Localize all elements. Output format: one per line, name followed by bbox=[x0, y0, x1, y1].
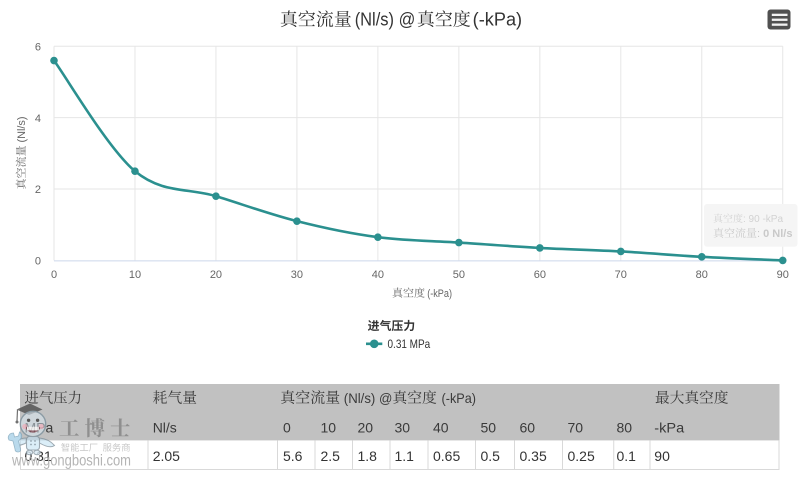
svg-text:0.1: 0.1 bbox=[617, 448, 637, 464]
svg-text:1.8: 1.8 bbox=[358, 448, 378, 464]
svg-text:(-kPa): (-kPa) bbox=[473, 10, 522, 30]
svg-text:: 90 -kPa: : 90 -kPa bbox=[743, 214, 783, 225]
svg-text:40: 40 bbox=[433, 419, 449, 435]
svg-text:90: 90 bbox=[777, 269, 789, 281]
svg-text:70: 70 bbox=[615, 269, 627, 281]
svg-text:www.gongboshi.com: www.gongboshi.com bbox=[11, 452, 131, 469]
svg-text:0.25: 0.25 bbox=[568, 448, 595, 464]
svg-text:-kPa: -kPa bbox=[654, 419, 684, 435]
svg-text:50: 50 bbox=[481, 419, 497, 435]
svg-text:80: 80 bbox=[696, 269, 708, 281]
svg-text:6: 6 bbox=[35, 41, 41, 53]
svg-text:30: 30 bbox=[291, 269, 303, 281]
svg-text:(Nl/s): (Nl/s) bbox=[16, 117, 28, 143]
svg-text:20: 20 bbox=[358, 419, 374, 435]
svg-text:5.6: 5.6 bbox=[283, 448, 303, 464]
svg-text:0.35: 0.35 bbox=[520, 448, 547, 464]
svg-text:60: 60 bbox=[534, 269, 546, 281]
svg-text:10: 10 bbox=[129, 269, 141, 281]
svg-text:20: 20 bbox=[210, 269, 222, 281]
svg-text:40: 40 bbox=[372, 269, 384, 281]
svg-text:(-kPa): (-kPa) bbox=[442, 390, 477, 406]
svg-text:0.5: 0.5 bbox=[481, 448, 501, 464]
svg-text:: 0 Nl/s: : 0 Nl/s bbox=[757, 228, 792, 240]
svg-text:1.1: 1.1 bbox=[395, 448, 415, 464]
svg-text:60: 60 bbox=[520, 419, 536, 435]
svg-text:30: 30 bbox=[395, 419, 411, 435]
svg-text:(Nl/s) @: (Nl/s) @ bbox=[355, 10, 416, 30]
svg-text:80: 80 bbox=[617, 419, 633, 435]
svg-text:0.65: 0.65 bbox=[433, 448, 460, 464]
svg-text:50: 50 bbox=[453, 269, 465, 281]
svg-text:0: 0 bbox=[283, 419, 291, 435]
svg-text:90: 90 bbox=[654, 448, 670, 464]
svg-text:2.5: 2.5 bbox=[321, 448, 341, 464]
svg-text:(Nl/s) @: (Nl/s) @ bbox=[344, 390, 393, 406]
svg-text:4: 4 bbox=[35, 113, 41, 125]
svg-text:0: 0 bbox=[51, 269, 57, 281]
svg-text:(-kPa): (-kPa) bbox=[427, 288, 452, 300]
svg-text:70: 70 bbox=[568, 419, 584, 435]
svg-text:Nl/s: Nl/s bbox=[153, 419, 177, 435]
svg-text:2: 2 bbox=[35, 184, 41, 196]
svg-text:2.05: 2.05 bbox=[153, 448, 180, 464]
svg-text:0.31 MPa: 0.31 MPa bbox=[388, 337, 431, 351]
svg-text:10: 10 bbox=[321, 419, 337, 435]
svg-text:0: 0 bbox=[35, 256, 41, 268]
